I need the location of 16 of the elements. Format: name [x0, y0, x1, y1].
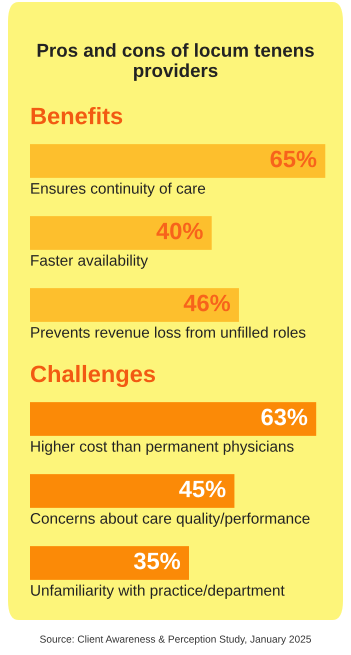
y-tick-label: Faster availability [31, 254, 148, 269]
chart-title: Pros and cons of locum tenens providers [38, 43, 314, 81]
data-label: 40% [156, 222, 203, 240]
data-label: 63% [261, 408, 308, 426]
source-note: Source: Client Awareness & Perception Study, January 2025 [40, 635, 312, 645]
y-tick-label: Higher cost than permanent physicians [31, 440, 294, 455]
chart-subtitle: Benefits [32, 106, 122, 124]
y-tick-label: Prevents revenue loss from unfilled roles [31, 326, 306, 338]
data-label: 65% [270, 150, 316, 168]
data-label: 46% [184, 294, 230, 312]
y-tick-label: Concerns about care quality/performance [30, 512, 310, 527]
data-label: 35% [134, 552, 180, 570]
y-tick-label: Ensures continuity of care [31, 182, 206, 197]
data-label: 45% [179, 480, 226, 498]
chart-subtitle: Challenges [30, 364, 155, 388]
y-tick-label: Unfamiliarity with practice/department [31, 584, 285, 599]
